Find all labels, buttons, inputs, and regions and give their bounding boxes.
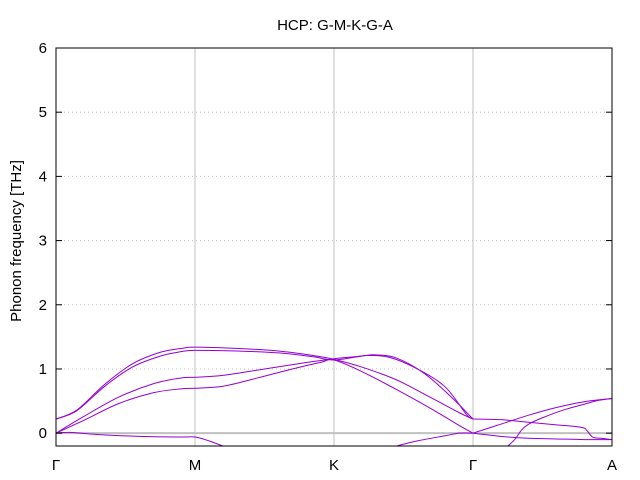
axis-layer bbox=[55, 47, 613, 447]
band-line-6 bbox=[396, 432, 474, 446]
x-tick-label: M bbox=[189, 457, 202, 474]
band-line-4 bbox=[56, 359, 474, 434]
band-line-10 bbox=[507, 398, 612, 446]
y-tick-label: 3 bbox=[39, 233, 47, 250]
band-line-9 bbox=[472, 432, 612, 441]
band-line-3 bbox=[56, 354, 474, 434]
band-line-7 bbox=[472, 398, 612, 434]
x-tick-label: K bbox=[329, 457, 339, 474]
x-tick-label: Γ bbox=[52, 457, 60, 474]
y-axis-label: Phonon frequency [THz] bbox=[8, 160, 25, 322]
y-tick-label: 1 bbox=[39, 361, 47, 378]
y-tick-label: 6 bbox=[39, 40, 47, 57]
x-tick-label: A bbox=[607, 457, 617, 474]
grid-layer bbox=[56, 47, 612, 446]
x-tick-label: Γ bbox=[469, 457, 477, 474]
band-line-8 bbox=[472, 418, 612, 441]
y-tick-label: 0 bbox=[39, 425, 47, 442]
plot-border bbox=[55, 47, 613, 447]
band-line-2 bbox=[56, 349, 474, 420]
y-tick-label: 4 bbox=[39, 168, 47, 185]
series-layer bbox=[56, 346, 612, 446]
chart-title: HCP: G-M-K-G-A bbox=[277, 17, 393, 34]
y-tick-label: 2 bbox=[39, 297, 47, 314]
band-line-5 bbox=[56, 431, 223, 446]
band-line-1 bbox=[56, 346, 474, 420]
y-tick-label: 5 bbox=[39, 104, 47, 121]
tick-layer: 0 1 2 3 4 5 6 Γ M K Γ A bbox=[39, 40, 617, 474]
